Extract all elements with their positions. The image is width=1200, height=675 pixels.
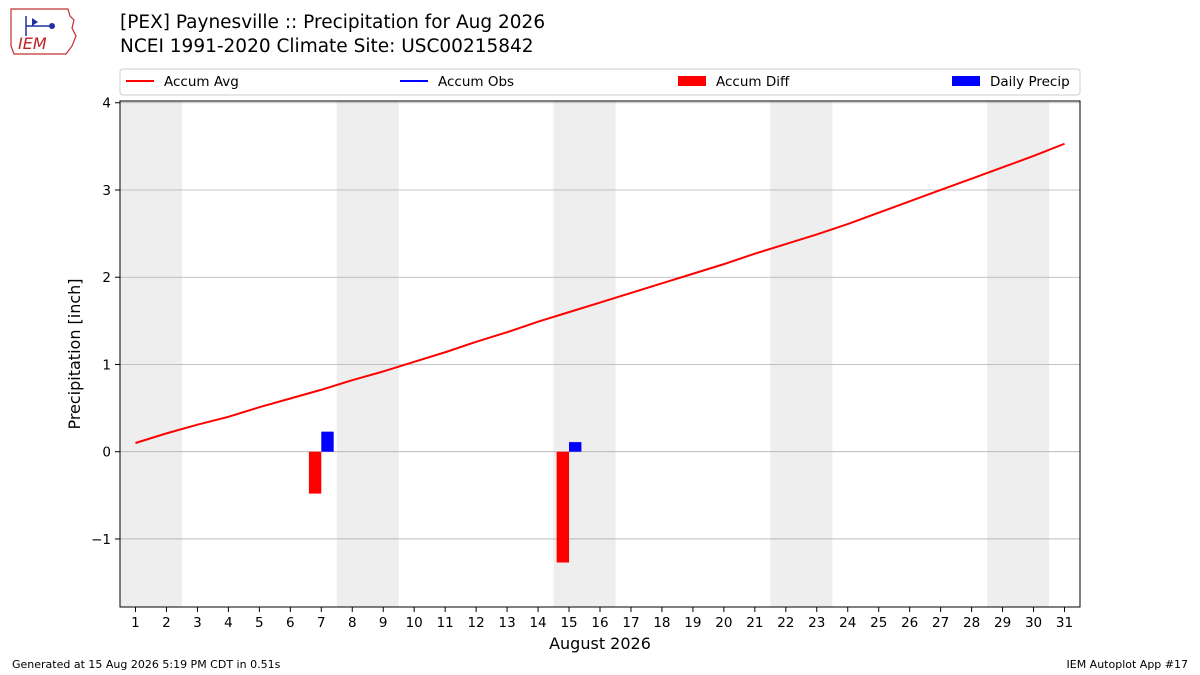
x-tick-label: 8 [348, 615, 357, 631]
legend-bar-swatch [952, 76, 980, 86]
x-tick-label: 1 [131, 615, 140, 631]
legend-item: Accum Avg [126, 74, 239, 90]
generated-footer: Generated at 15 Aug 2026 5:19 PM CDT in … [12, 658, 281, 671]
x-tick-label: 27 [932, 615, 949, 631]
legend-bar-swatch [678, 76, 706, 86]
x-axis-label: August 2026 [549, 634, 651, 653]
x-tick-label: 7 [317, 615, 326, 631]
chart-subtitle: NCEI 1991-2020 Climate Site: USC00215842 [120, 36, 534, 57]
accum-diff-bar [556, 451, 570, 563]
x-tick-label: 23 [808, 615, 825, 631]
app-footer: IEM Autoplot App #17 [1066, 658, 1189, 671]
weekend-shade [120, 101, 182, 607]
legend-label: Daily Precip [990, 74, 1070, 90]
daily-precip-bar [321, 431, 334, 452]
legend-label: Accum Diff [716, 74, 790, 90]
weekend-shade [770, 101, 833, 607]
x-tick-label: 12 [468, 615, 485, 631]
accum-diff-bar [308, 451, 322, 494]
x-tick-label: 2 [162, 615, 171, 631]
weekend-shade [987, 101, 1050, 607]
x-tick-label: 21 [746, 615, 763, 631]
y-tick-label: −1 [91, 532, 111, 548]
x-tick-label: 15 [560, 615, 577, 631]
y-axis-label: Precipitation [inch] [65, 278, 84, 429]
x-tick-label: 17 [622, 615, 639, 631]
x-tick-label: 30 [1025, 615, 1042, 631]
y-tick-label: 4 [102, 96, 111, 112]
weekend-shade [336, 101, 399, 607]
x-tick-label: 5 [255, 615, 264, 631]
x-tick-label: 11 [437, 615, 454, 631]
x-tick-label: 3 [193, 615, 202, 631]
x-tick-label: 24 [839, 615, 856, 631]
y-tick-label: 0 [102, 445, 111, 461]
y-tick-label: 3 [102, 183, 111, 199]
logo-text: IEM [18, 34, 47, 53]
iem-logo: IEM [8, 6, 80, 58]
x-tick-label: 26 [901, 615, 918, 631]
x-tick-label: 4 [224, 615, 233, 631]
y-tick-label: 2 [102, 270, 111, 286]
x-tick-label: 19 [684, 615, 701, 631]
chart-title: [PEX] Paynesville :: Precipitation for A… [120, 12, 546, 33]
x-tick-label: 18 [653, 615, 670, 631]
legend-label: Accum Obs [438, 74, 514, 90]
x-tick-label: 13 [499, 615, 516, 631]
x-tick-label: 10 [406, 615, 423, 631]
x-tick-label: 25 [870, 615, 887, 631]
x-tick-label: 16 [591, 615, 608, 631]
legend-item: Daily Precip [952, 74, 1070, 90]
legend-label: Accum Avg [164, 74, 239, 90]
legend-item: Accum Diff [678, 74, 790, 90]
x-tick-label: 9 [379, 615, 388, 631]
x-tick-label: 20 [715, 615, 732, 631]
accum-avg-line [135, 142, 1065, 444]
x-tick-label: 6 [286, 615, 295, 631]
x-tick-label: 29 [994, 615, 1011, 631]
x-tick-label: 14 [529, 615, 546, 631]
x-tick-label: 31 [1056, 615, 1073, 631]
x-tick-label: 28 [963, 615, 980, 631]
legend-box [119, 68, 1081, 96]
daily-precip-bar [569, 442, 582, 452]
y-tick-label: 1 [102, 357, 111, 373]
x-tick-label: 22 [777, 615, 794, 631]
legend-item: Accum Obs [400, 74, 514, 90]
